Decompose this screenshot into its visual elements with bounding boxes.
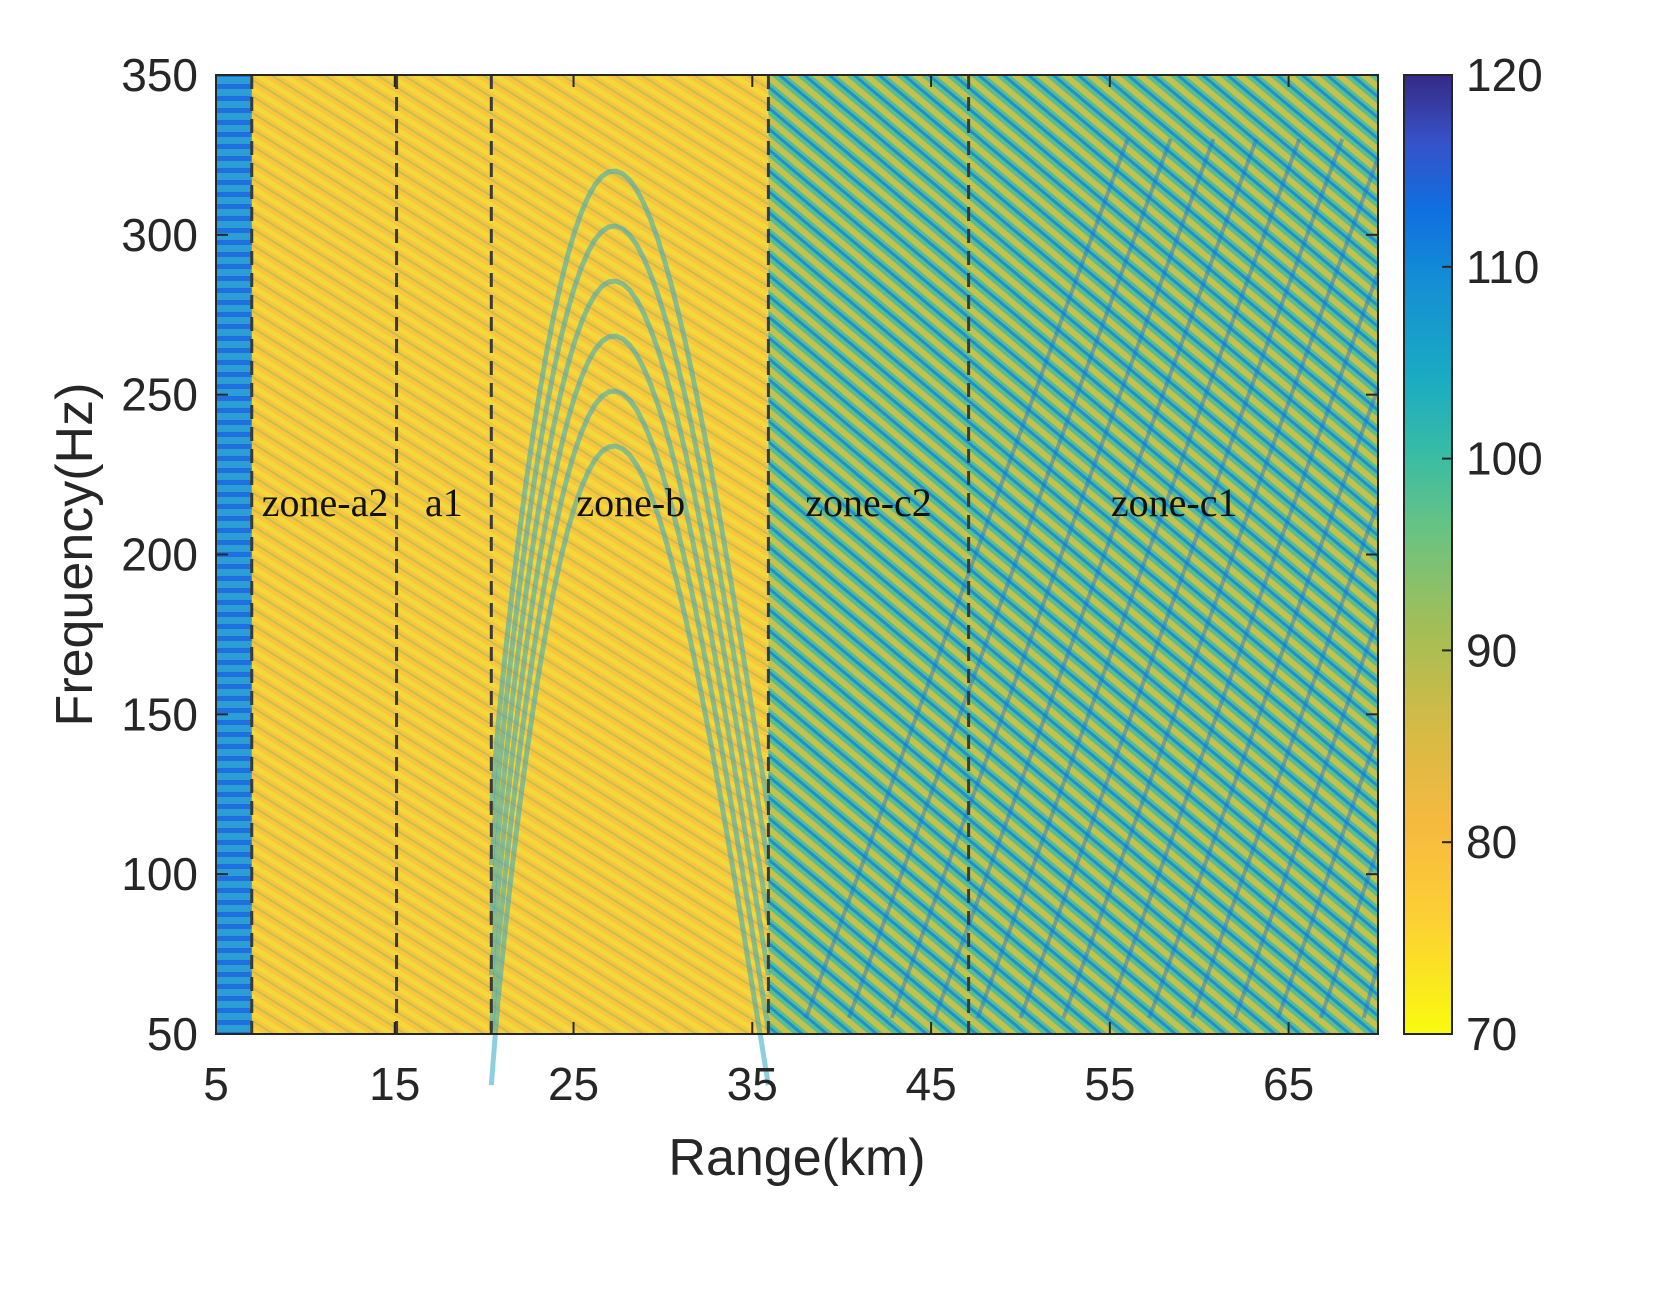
heat-streak xyxy=(1233,617,1380,1019)
colorbar-tick-label: 120 xyxy=(1466,49,1543,101)
x-tick-label: 25 xyxy=(548,1058,599,1110)
y-tick-label: 300 xyxy=(121,209,198,261)
colorbar-ticks: 70 80 90 100 110 120 xyxy=(1442,49,1543,1060)
heat-streak xyxy=(889,138,1216,1019)
zone-boundaries xyxy=(250,75,971,1034)
zone-label: zone-c1 xyxy=(1111,480,1238,525)
x-tick-label: 65 xyxy=(1263,1058,1314,1110)
colorbar-bar xyxy=(1403,74,1453,1035)
heat-arch-band xyxy=(488,333,771,976)
heat-streak xyxy=(1318,847,1380,1019)
zone-labels: zone-a2 a1 zone-b zone-c2 zone-c1 xyxy=(262,480,1238,525)
heat-streak xyxy=(1361,963,1380,1019)
y-axis-ticks: 50 100 150 200 250 300 350 xyxy=(121,49,1378,1060)
heat-streak xyxy=(1190,502,1380,1019)
x-tick-label: 15 xyxy=(369,1058,420,1110)
colorbar-tick-label: 100 xyxy=(1466,433,1543,485)
y-tick-label: 100 xyxy=(121,848,198,900)
heat-streak xyxy=(975,138,1302,1019)
colorbar: 70 80 90 100 110 120 xyxy=(1403,49,1543,1060)
y-tick-label: 150 xyxy=(121,688,198,740)
heat-arch-band xyxy=(488,388,771,1031)
y-tick-label: 200 xyxy=(121,529,198,581)
zone-label: zone-a2 xyxy=(262,480,389,525)
y-tick-label: 50 xyxy=(147,1008,198,1060)
x-tick-label: 55 xyxy=(1084,1058,1135,1110)
heat-arch-band xyxy=(488,168,771,811)
colorbar-tick-label: 80 xyxy=(1466,816,1517,868)
heat-streak xyxy=(1276,732,1380,1019)
y-tick-label: 250 xyxy=(121,369,198,421)
heat-streak xyxy=(1061,157,1380,1019)
y-tick-label: 350 xyxy=(121,49,198,101)
heat-streak xyxy=(1104,272,1380,1019)
heat-streak xyxy=(846,138,1173,1019)
x-tick-label: 45 xyxy=(905,1058,956,1110)
zone-label: a1 xyxy=(425,480,463,525)
heat-streak xyxy=(1018,138,1345,1019)
heat-arch-band xyxy=(488,223,771,866)
x-tick-label: 5 xyxy=(203,1058,229,1110)
x-tick-label: 35 xyxy=(727,1058,778,1110)
heat-streak xyxy=(804,138,1130,1019)
colorbar-tick-label: 70 xyxy=(1466,1008,1517,1060)
y-axis-label: Frequency(Hz) xyxy=(46,383,104,727)
colorbar-tick-label: 110 xyxy=(1466,241,1539,293)
heat-arch-band xyxy=(488,278,771,921)
zone-label: zone-b xyxy=(576,480,685,525)
colorbar-tick-label: 90 xyxy=(1466,624,1517,676)
plot-area: zone-a2 a1 zone-b zone-c2 zone-c1 5 15 25 35 45 5… xyxy=(121,49,1380,1110)
heat-streak xyxy=(932,138,1259,1019)
heatmap-field xyxy=(216,75,1380,1086)
heat-streak xyxy=(1147,387,1380,1019)
zone-label: zone-c2 xyxy=(805,480,932,525)
x-axis-label: Range(km) xyxy=(668,1129,925,1187)
x-axis-ticks: 5 15 25 35 45 55 65 xyxy=(203,75,1314,1110)
heat-arch-band xyxy=(488,443,771,1086)
